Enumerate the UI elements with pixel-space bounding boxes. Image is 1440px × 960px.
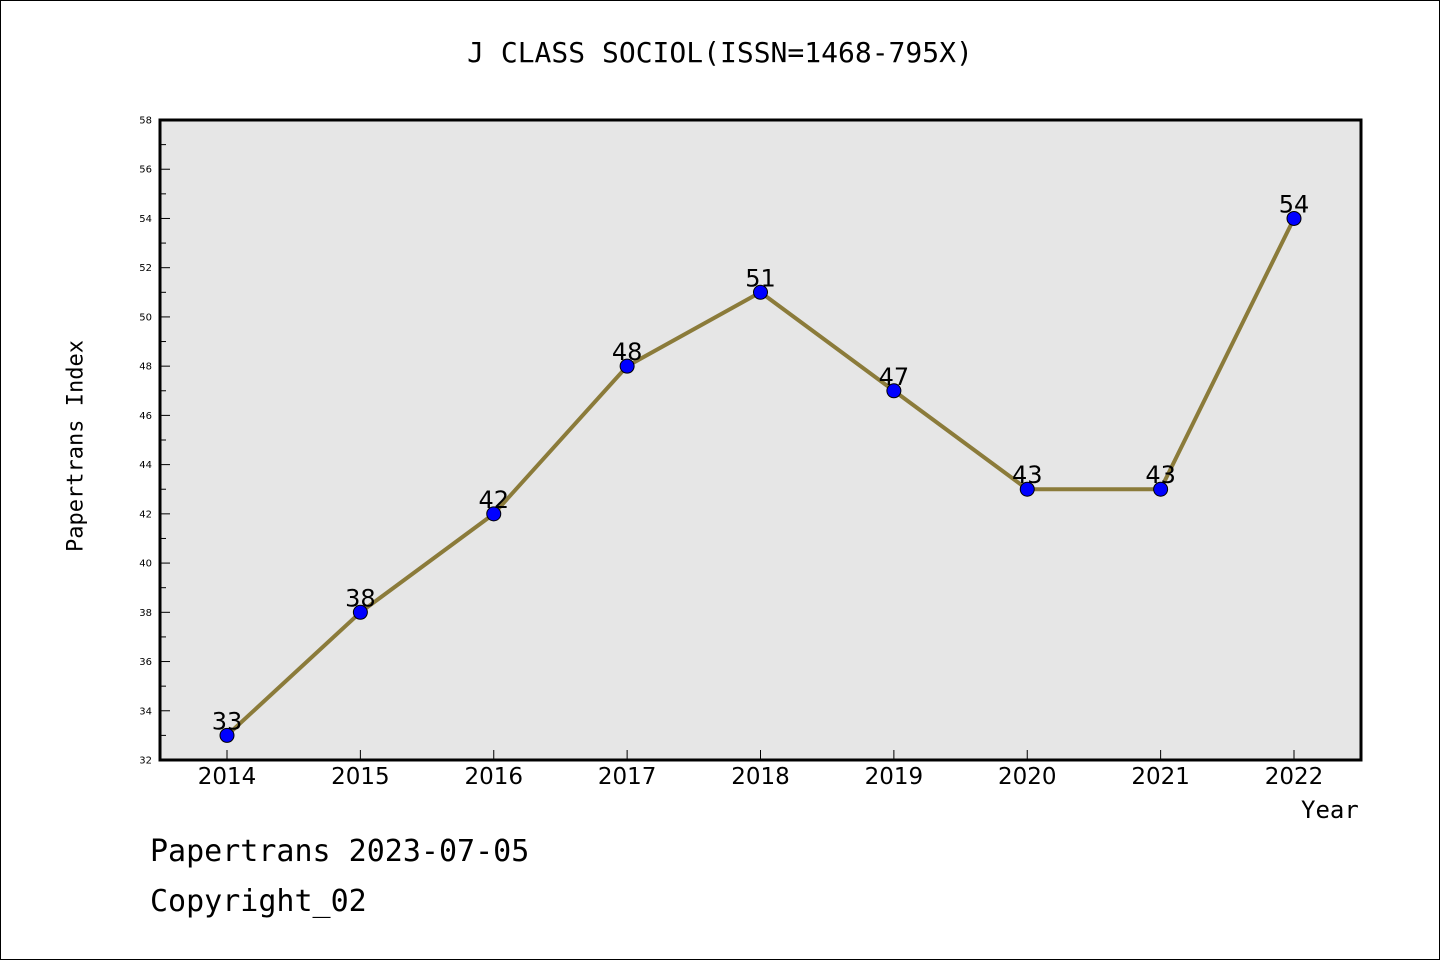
- x-axis-ticks: 2014 2015 2016 2017 2018 2019 2020 2021 2022: [198, 750, 1324, 790]
- data-point: [1153, 481, 1169, 497]
- data-label: 33: [212, 707, 243, 735]
- y-tick-label: 52: [139, 263, 152, 274]
- data-label: 38: [345, 584, 376, 612]
- x-tick-label: 2022: [1265, 764, 1324, 790]
- y-tick-label: 46: [139, 411, 152, 422]
- data-label: 51: [745, 264, 776, 292]
- y-tick-label: 36: [139, 657, 152, 668]
- y-tick-label: 54: [139, 214, 152, 225]
- y-tick-label: 48: [139, 362, 152, 373]
- data-point: [352, 604, 368, 620]
- data-label: 43: [1145, 461, 1176, 489]
- data-label: 43: [1012, 461, 1043, 489]
- data-point: [219, 727, 235, 743]
- chart-title: J CLASS SOCIOL(ISSN=1468-795X): [467, 36, 973, 69]
- x-tick-label: 2014: [198, 764, 257, 790]
- y-tick-label: 40: [139, 559, 152, 570]
- series-group: 33 38 42 48 51 47 43 43 54: [212, 190, 1310, 743]
- y-tick-label: 44: [139, 460, 152, 471]
- data-label: 48: [612, 338, 643, 366]
- data-point: [753, 284, 768, 300]
- y-tick-label: 58: [139, 116, 152, 127]
- y-tick-label: 38: [139, 608, 152, 619]
- data-point: [486, 506, 502, 522]
- x-tick-label: 2020: [998, 764, 1057, 790]
- data-label: 54: [1279, 190, 1310, 218]
- y-tick-label: 50: [139, 312, 152, 323]
- plot-area: [160, 120, 1361, 760]
- y-tick-label: 56: [139, 165, 152, 176]
- y-tick-label: 32: [139, 756, 152, 767]
- y-tick-label: 34: [139, 706, 152, 717]
- x-tick-label: 2021: [1131, 764, 1190, 790]
- x-tick-label: 2017: [598, 764, 657, 790]
- x-tick-label: 2018: [731, 764, 790, 790]
- x-axis-label: Year: [1301, 796, 1359, 824]
- data-point: [1019, 481, 1035, 497]
- footer-source: Papertrans 2023-07-05: [150, 834, 530, 869]
- data-point: [619, 358, 635, 374]
- footer-copyright: Copyright_02: [150, 884, 367, 919]
- x-tick-label: 2019: [865, 764, 924, 790]
- y-axis-ticks: 32 34 36 38 40 42 44 46 48 50 52 54 56 58: [139, 116, 170, 767]
- data-point: [886, 383, 902, 399]
- data-label: 42: [478, 486, 509, 514]
- data-label: 47: [879, 363, 910, 391]
- x-tick-label: 2016: [464, 764, 523, 790]
- data-point: [1286, 210, 1302, 226]
- plot-border: [158, 118, 1363, 762]
- x-tick-label: 2015: [331, 764, 390, 790]
- y-tick-label: 42: [139, 509, 152, 520]
